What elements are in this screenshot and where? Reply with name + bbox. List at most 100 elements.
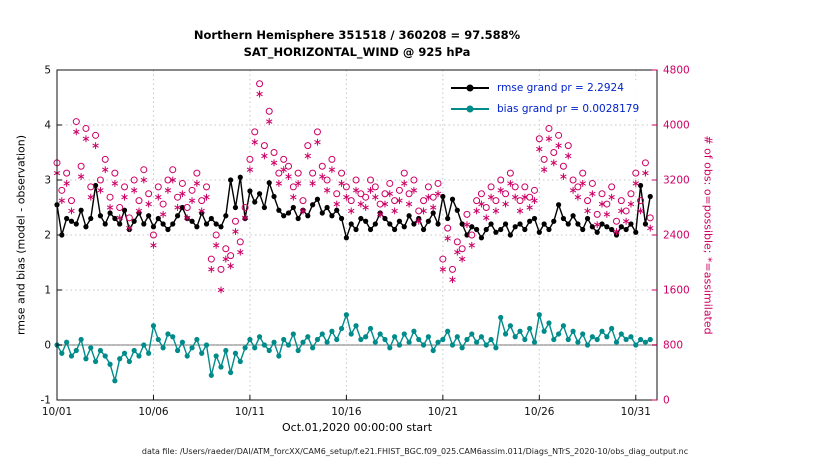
marker-bias bbox=[638, 336, 644, 343]
marker-possible bbox=[545, 124, 553, 132]
marker-assimilated bbox=[391, 208, 398, 214]
marker-assimilated bbox=[270, 160, 278, 165]
marker-rmse bbox=[387, 221, 393, 227]
marker-assimilated bbox=[367, 188, 374, 193]
marker-possible bbox=[608, 183, 616, 191]
marker-assimilated bbox=[203, 195, 210, 200]
marker-rmse bbox=[281, 213, 287, 219]
marker-possible bbox=[178, 179, 186, 187]
marker-rmse bbox=[435, 221, 441, 227]
marker-assimilated bbox=[97, 188, 104, 193]
marker-assimilated bbox=[487, 195, 495, 200]
x-axis-label: Oct.01,2020 00:00:00 start bbox=[281, 421, 433, 434]
marker-bias bbox=[623, 336, 629, 343]
y-tick-label-right: 4800 bbox=[663, 65, 690, 77]
marker-bias bbox=[367, 325, 374, 332]
marker-possible bbox=[603, 200, 611, 208]
marker-possible bbox=[579, 169, 587, 177]
marker-assimilated bbox=[261, 153, 268, 159]
marker-bias bbox=[575, 339, 581, 345]
marker-assimilated bbox=[526, 205, 533, 210]
marker-assimilated bbox=[87, 195, 94, 200]
marker-rmse bbox=[261, 204, 267, 211]
marker-bias bbox=[594, 336, 600, 343]
marker-rmse bbox=[392, 226, 398, 233]
marker-possible bbox=[458, 245, 466, 253]
marker-rmse bbox=[493, 229, 499, 235]
marker-assimilated bbox=[555, 143, 562, 148]
marker-rmse bbox=[329, 213, 335, 219]
marker-possible bbox=[415, 207, 423, 215]
marker-assimilated bbox=[569, 188, 577, 193]
marker-bias bbox=[527, 325, 533, 332]
marker-assimilated bbox=[405, 201, 413, 207]
marker-assimilated bbox=[425, 195, 432, 200]
marker-rmse bbox=[324, 204, 330, 211]
marker-assimilated bbox=[362, 205, 369, 210]
marker-assimilated bbox=[232, 229, 239, 234]
marker-possible bbox=[574, 183, 582, 191]
marker-assimilated bbox=[63, 181, 70, 186]
marker-bias bbox=[435, 339, 441, 345]
marker-assimilated bbox=[565, 153, 572, 159]
marker-assimilated bbox=[323, 188, 331, 193]
marker-rmse bbox=[160, 221, 166, 227]
marker-assimilated bbox=[637, 208, 644, 214]
marker-assimilated bbox=[507, 181, 514, 186]
marker-possible bbox=[420, 197, 428, 205]
marker-bias bbox=[78, 336, 84, 343]
marker-bias bbox=[276, 353, 282, 359]
marker-possible bbox=[338, 169, 346, 177]
marker-possible bbox=[92, 131, 100, 139]
legend-label-bias: bias grand pr = 0.0028179 bbox=[497, 103, 640, 115]
marker-possible bbox=[448, 265, 456, 273]
marker-rmse bbox=[469, 224, 475, 230]
marker-possible bbox=[424, 183, 432, 191]
legend-line-sample-rmse bbox=[451, 84, 489, 93]
marker-possible bbox=[453, 238, 461, 246]
marker-possible bbox=[487, 183, 495, 191]
marker-possible bbox=[429, 193, 437, 201]
marker-rmse bbox=[372, 221, 378, 227]
marker-bias bbox=[512, 334, 518, 340]
marker-assimilated bbox=[536, 146, 543, 152]
marker-bias bbox=[406, 339, 412, 345]
marker-possible bbox=[256, 80, 264, 88]
marker-rmse bbox=[285, 210, 292, 216]
marker-possible bbox=[135, 197, 143, 205]
marker-bias bbox=[425, 334, 431, 340]
marker-rmse bbox=[599, 221, 605, 227]
marker-rmse bbox=[618, 224, 624, 230]
marker-assimilated bbox=[140, 177, 148, 183]
marker-bias bbox=[223, 347, 229, 354]
marker-assimilated bbox=[512, 195, 519, 200]
marker-bias bbox=[343, 312, 349, 318]
marker-bias bbox=[493, 345, 499, 351]
marker-possible bbox=[231, 217, 239, 225]
marker-rmse bbox=[203, 221, 210, 227]
marker-rmse bbox=[334, 207, 340, 213]
marker-rmse bbox=[507, 232, 513, 238]
marker-assimilated bbox=[357, 201, 365, 207]
marker-rmse bbox=[155, 215, 161, 222]
marker-possible bbox=[280, 155, 288, 163]
marker-possible bbox=[328, 155, 336, 163]
marker-rmse bbox=[396, 218, 403, 224]
marker-assimilated bbox=[454, 250, 461, 255]
marker-assimilated bbox=[550, 160, 557, 165]
marker-possible bbox=[260, 142, 268, 150]
marker-rmse bbox=[310, 202, 316, 208]
y-axis-label-right: # of obs: o=possible; *=assimilated bbox=[701, 135, 715, 335]
marker-rmse bbox=[189, 218, 195, 224]
marker-possible bbox=[313, 128, 321, 136]
marker-rmse bbox=[623, 226, 629, 233]
marker-bias bbox=[580, 331, 586, 337]
marker-rmse bbox=[483, 226, 489, 233]
marker-bias bbox=[372, 339, 378, 345]
marker-assimilated bbox=[502, 201, 509, 207]
marker-assimilated bbox=[111, 181, 119, 186]
marker-possible bbox=[77, 162, 85, 170]
marker-assimilated bbox=[463, 222, 471, 227]
marker-bias bbox=[449, 342, 456, 348]
marker-bias bbox=[194, 336, 200, 343]
